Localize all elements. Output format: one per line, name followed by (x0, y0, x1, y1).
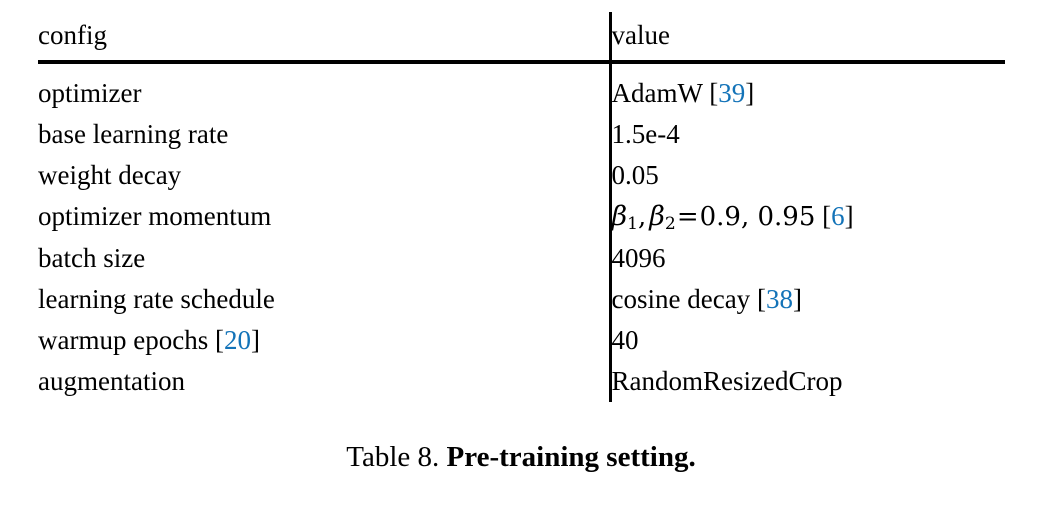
config-cell: batch size (38, 238, 610, 279)
table-header-row: config value (38, 12, 1005, 64)
beta-symbol: β (611, 201, 628, 232)
config-label: weight decay (38, 160, 182, 190)
beta-subscript: 2 (664, 213, 676, 234)
citation-bracket-open: [ (756, 284, 766, 314)
beta-subscript: 1 (627, 213, 639, 234)
value-cell: β1, β2=0.9, 0.95 [6] (608, 196, 1005, 238)
value-label: 4096 (611, 243, 666, 273)
citation-bracket-open: [ (709, 78, 719, 108)
citation-reference[interactable]: [6] (822, 201, 854, 231)
table-row: augmentation RandomResizedCrop (38, 361, 1005, 402)
citation-bracket-close: ] (250, 325, 260, 355)
value-cell: AdamW [39] (608, 62, 1005, 114)
formula-equals: = (676, 202, 699, 232)
table-row: learning rate schedule cosine decay [38] (38, 279, 1005, 320)
pretraining-setting-table: config value optimizer AdamW [39] base lea… (38, 12, 1005, 402)
table-row: base learning rate 1.5e-4 (38, 114, 1005, 155)
table-row: optimizer momentum β1, β2=0.9, 0.95 [6] (38, 196, 1005, 238)
citation-number: 38 (765, 284, 793, 314)
citation-bracket-close: ] (792, 284, 802, 314)
beta-symbol: β (649, 201, 665, 232)
config-cell: augmentation (38, 361, 610, 402)
citation-bracket-close: ] (844, 201, 854, 231)
citation-reference[interactable]: [38] (757, 284, 802, 314)
config-cell: base learning rate (38, 114, 610, 155)
citation-reference[interactable]: [20] (215, 325, 260, 355)
value-cell: 4096 (608, 238, 1005, 279)
formula-values: 0.9, 0.95 (699, 202, 816, 232)
config-cell: optimizer (38, 62, 610, 114)
table-row: batch size 4096 (38, 238, 1005, 279)
citation-reference[interactable]: [39] (709, 78, 754, 108)
table-row: weight decay 0.05 (38, 155, 1005, 196)
config-label: optimizer (38, 78, 142, 108)
value-label: 0.05 (611, 160, 659, 190)
value-label: 40 (611, 325, 639, 355)
config-cell: warmup epochs [20] (38, 320, 610, 361)
caption-title: Pre-training setting. (446, 441, 696, 473)
caption-label: Table 8. (346, 441, 440, 473)
config-label: learning rate schedule (38, 284, 275, 314)
value-cell: RandomResizedCrop (608, 361, 1005, 402)
value-cell: 0.05 (608, 155, 1005, 196)
config-cell: learning rate schedule (38, 279, 610, 320)
table-header: config value (38, 12, 1005, 64)
table-body: optimizer AdamW [39] base learning rate 1.5… (38, 62, 1005, 402)
value-cell: cosine decay [38] (608, 279, 1005, 320)
table-row: warmup epochs [20] 40 (38, 320, 1005, 361)
citation-bracket-open: [ (214, 325, 224, 355)
citation-number: 39 (718, 78, 746, 108)
config-label: batch size (38, 243, 146, 273)
value-cell: 1.5e-4 (608, 114, 1005, 155)
citation-number: 20 (223, 325, 251, 355)
config-cell: weight decay (38, 155, 610, 196)
citation-bracket-open: [ (822, 201, 832, 231)
table-container: config value optimizer AdamW [39] base lea… (38, 12, 1005, 402)
config-label: augmentation (38, 366, 185, 396)
config-label: base learning rate (38, 119, 229, 149)
config-label: optimizer momentum (38, 201, 272, 231)
citation-bracket-close: ] (745, 78, 755, 108)
config-cell: optimizer momentum (38, 196, 610, 238)
value-cell: 40 (608, 320, 1005, 361)
table-row: optimizer AdamW [39] (38, 62, 1005, 114)
column-header-value: value (608, 12, 1005, 64)
optimizer-momentum-formula: β1, β2=0.9, 0.95 (611, 201, 816, 234)
value-label: cosine decay (611, 284, 751, 314)
value-label: RandomResizedCrop (611, 366, 843, 396)
table-caption: Table 8. Pre-training setting. (0, 438, 1042, 476)
value-label: AdamW (611, 78, 703, 108)
citation-number: 6 (831, 201, 845, 231)
value-label: 1.5e-4 (611, 119, 680, 149)
config-label: warmup epochs (38, 325, 209, 355)
formula-comma: , (638, 202, 647, 232)
column-header-config: config (38, 12, 610, 64)
